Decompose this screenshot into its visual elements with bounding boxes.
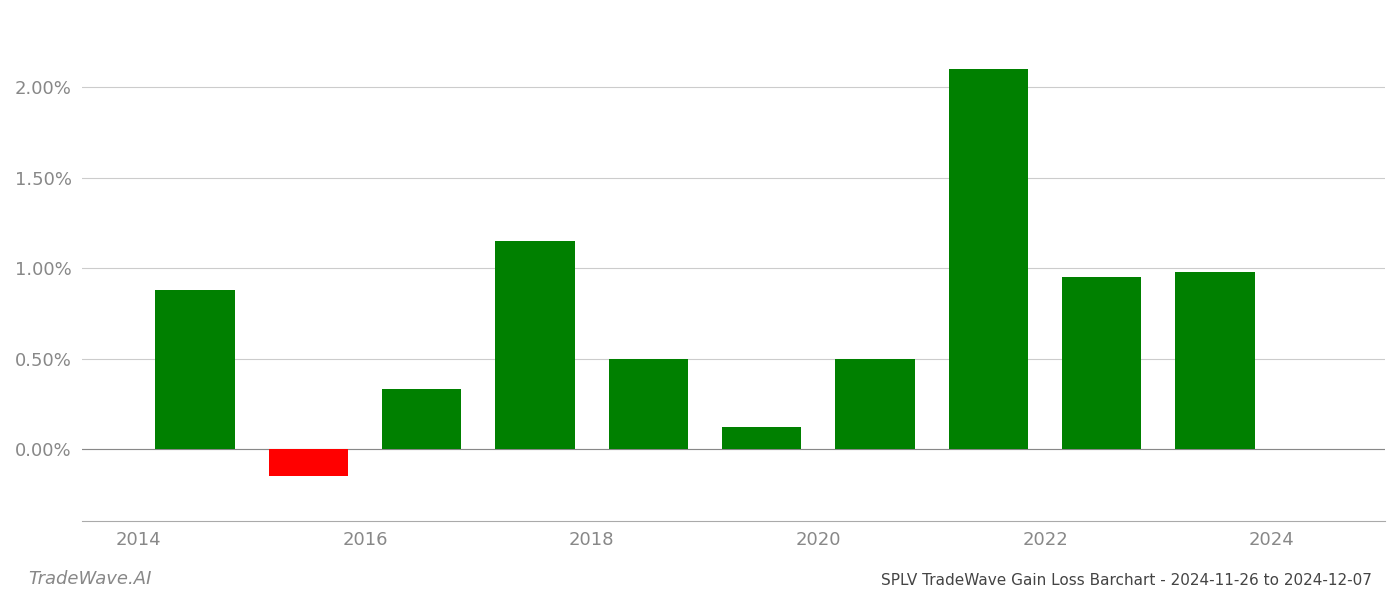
Bar (155, 290, 235, 449)
Bar (1176, 272, 1254, 449)
Bar (496, 241, 575, 449)
Bar (1063, 277, 1141, 449)
Text: TradeWave.AI: TradeWave.AI (28, 570, 151, 588)
Bar (949, 69, 1028, 449)
Bar (382, 389, 462, 449)
Bar (269, 449, 349, 476)
Text: SPLV TradeWave Gain Loss Barchart - 2024-11-26 to 2024-12-07: SPLV TradeWave Gain Loss Barchart - 2024… (881, 573, 1372, 588)
Bar (722, 427, 801, 449)
Bar (609, 359, 687, 449)
Bar (836, 359, 914, 449)
